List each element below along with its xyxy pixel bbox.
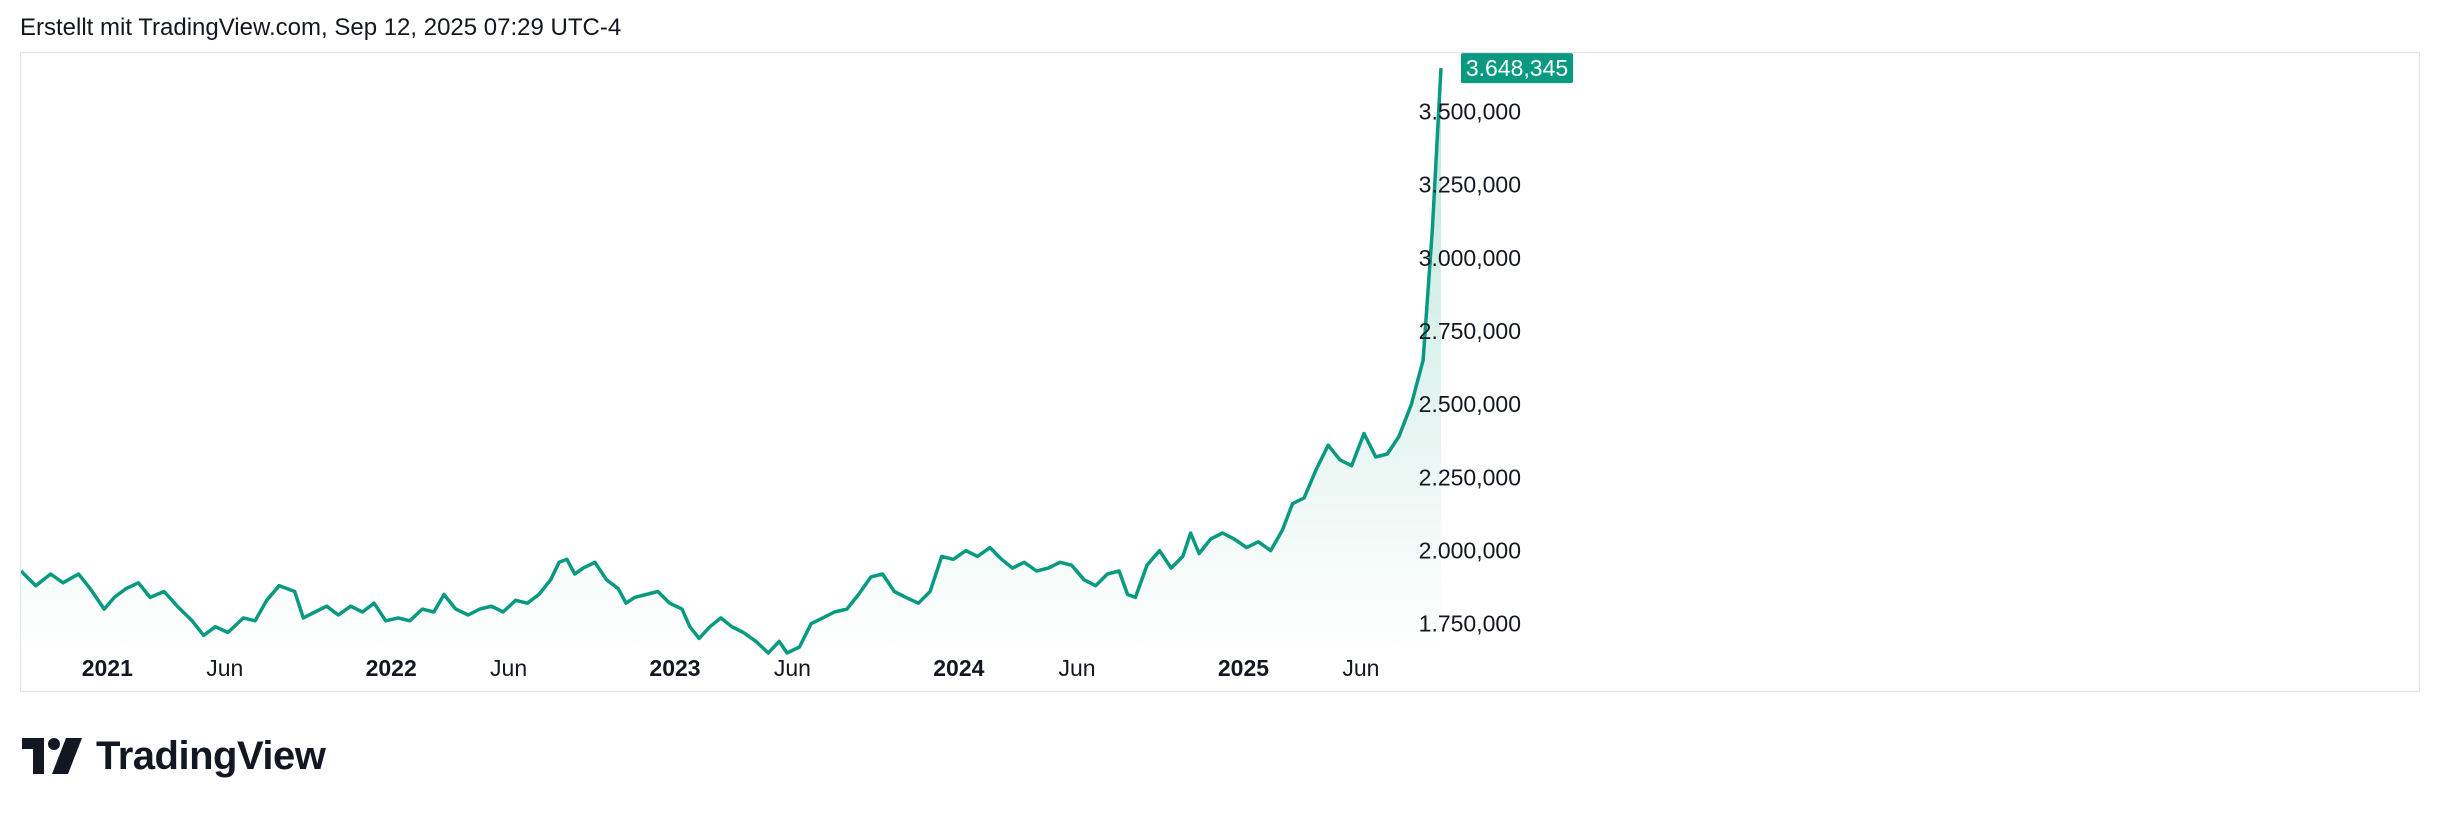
y-tick-label: 1.750,000 bbox=[1419, 611, 1521, 637]
y-tick-label: 2.500,000 bbox=[1419, 391, 1521, 417]
last-value-badge: 3.648,345 bbox=[1461, 53, 1573, 84]
y-tick-label: 3.500,000 bbox=[1419, 99, 1521, 125]
last-value-badge-bg bbox=[1461, 53, 1573, 84]
tradingview-logo-text: TradingView bbox=[96, 733, 326, 778]
x-tick-label: Jun bbox=[1342, 655, 1379, 681]
y-tick-label: 2.000,000 bbox=[1419, 538, 1521, 564]
y-tick-label: 2.250,000 bbox=[1419, 464, 1521, 490]
chart-frame[interactable]: 1.750,000 2.000,000 2.250,000 2.500,000 2.75… bbox=[20, 52, 2420, 692]
x-tick-label: Jun bbox=[206, 655, 243, 681]
x-tick-label: 2022 bbox=[366, 655, 417, 681]
tradingview-logo[interactable]: TradingView bbox=[22, 732, 326, 780]
x-tick-label: 2021 bbox=[82, 655, 133, 681]
y-tick-label: 2.750,000 bbox=[1419, 318, 1521, 344]
x-tick-label: 2024 bbox=[933, 655, 984, 681]
last-value-label: 3.648,345 bbox=[1466, 55, 1568, 81]
y-tick-label: 3.250,000 bbox=[1419, 172, 1521, 198]
series-line[interactable] bbox=[21, 68, 1443, 655]
x-tick-label: 2025 bbox=[1218, 655, 1269, 681]
x-tick-label: Jun bbox=[1059, 655, 1096, 681]
y-tick-label: 3.000,000 bbox=[1419, 245, 1521, 271]
x-tick-label: Jun bbox=[774, 655, 811, 681]
tradingview-logo-icon bbox=[22, 738, 82, 774]
series-area bbox=[21, 68, 1441, 654]
x-tick-label: Jun bbox=[490, 655, 527, 681]
x-tick-label: 2023 bbox=[649, 655, 700, 681]
chart-svg[interactable]: 1.750,000 2.000,000 2.250,000 2.500,000 2.75… bbox=[21, 53, 2421, 693]
created-with-caption: Erstellt mit TradingView.com, Sep 12, 20… bbox=[20, 14, 622, 41]
